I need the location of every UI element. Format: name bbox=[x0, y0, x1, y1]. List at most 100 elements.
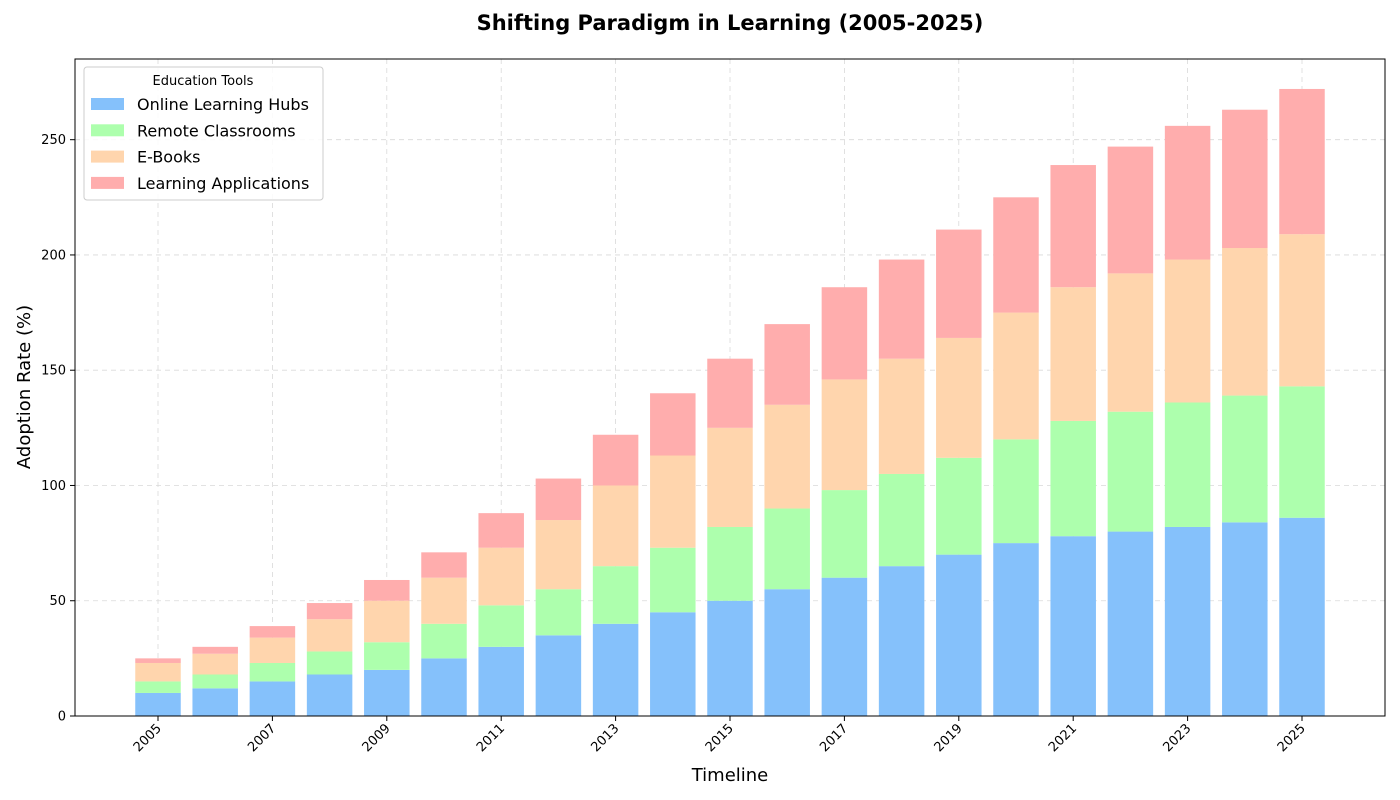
bar-segment bbox=[592, 434, 639, 486]
bar-segment bbox=[478, 513, 524, 548]
bar-segment bbox=[421, 623, 467, 659]
bar-segment bbox=[1164, 402, 1211, 527]
bar-segment bbox=[249, 637, 296, 663]
bar-segment bbox=[1164, 526, 1211, 716]
bar-segment bbox=[421, 658, 467, 716]
bar-segment bbox=[249, 681, 296, 716]
y-tick-label: 0 bbox=[58, 710, 66, 725]
chart-title: Shifting Paradigm in Learning (2005-2025… bbox=[477, 11, 984, 35]
legend-label: Remote Classrooms bbox=[137, 121, 296, 140]
bar-segment bbox=[306, 651, 353, 675]
bar-segment bbox=[707, 427, 753, 527]
bar-segment bbox=[764, 508, 810, 590]
bar-segment bbox=[592, 485, 639, 567]
x-tick-label: 2025 bbox=[1275, 721, 1309, 755]
bar-segment bbox=[936, 554, 982, 716]
bar-segment bbox=[821, 490, 868, 578]
y-axis-ticks: 0 50 100 150 200 250 bbox=[41, 133, 75, 725]
bar-segment bbox=[878, 259, 925, 359]
bar-segment bbox=[192, 646, 238, 654]
bar-segment bbox=[249, 662, 296, 682]
bar-segment bbox=[421, 552, 467, 578]
bar-segment bbox=[1107, 273, 1154, 412]
bar-segment bbox=[478, 646, 524, 716]
y-tick-label: 100 bbox=[41, 479, 66, 494]
bar-segment bbox=[650, 547, 696, 613]
y-axis-label: Adoption Rate (%) bbox=[14, 305, 35, 469]
y-tick-label: 150 bbox=[41, 364, 66, 379]
bar-segment bbox=[192, 688, 238, 716]
x-tick-label: 2009 bbox=[360, 721, 394, 755]
bar-segment bbox=[821, 379, 868, 491]
bar-segment bbox=[1279, 88, 1325, 235]
bar-segment bbox=[306, 619, 353, 652]
bar-segment bbox=[650, 393, 696, 456]
bar-segment bbox=[364, 600, 410, 643]
legend-label: Learning Applications bbox=[137, 174, 309, 193]
bar-segment bbox=[821, 577, 868, 716]
bar-segment bbox=[1222, 109, 1268, 249]
x-tick-label: 2015 bbox=[703, 721, 737, 755]
bar-segment bbox=[764, 404, 810, 509]
bar-segment bbox=[535, 589, 582, 636]
bar-segment bbox=[993, 439, 1039, 544]
bar-segment bbox=[535, 478, 582, 521]
bar-segment bbox=[1107, 531, 1154, 716]
bar-segment bbox=[1279, 234, 1325, 387]
x-tick-label: 2017 bbox=[817, 721, 851, 755]
bar-segment bbox=[1107, 411, 1154, 532]
bar-segment bbox=[936, 229, 982, 338]
bar-segment bbox=[1222, 522, 1268, 716]
bar-segment bbox=[993, 543, 1039, 716]
x-tick-label: 2023 bbox=[1160, 721, 1194, 755]
bar-segment bbox=[878, 473, 925, 567]
bar-segment bbox=[764, 324, 810, 405]
x-tick-label: 2011 bbox=[474, 721, 508, 755]
bar-segment bbox=[478, 547, 524, 606]
legend-label: Online Learning Hubs bbox=[137, 95, 309, 114]
legend-label: E-Books bbox=[137, 148, 200, 167]
bar-segment bbox=[135, 658, 181, 663]
bar-segment bbox=[364, 642, 410, 670]
x-tick-label: 2007 bbox=[245, 721, 279, 755]
bar-segment bbox=[650, 455, 696, 548]
bar-segment bbox=[1050, 287, 1096, 421]
bar-segment bbox=[1107, 146, 1154, 274]
bar-segment bbox=[707, 600, 753, 716]
bar-segment bbox=[306, 674, 353, 716]
bars bbox=[135, 88, 1325, 716]
bar-segment bbox=[650, 612, 696, 716]
bar-segment bbox=[592, 566, 639, 624]
bar-segment bbox=[592, 623, 639, 716]
bar-segment bbox=[535, 520, 582, 590]
bar-segment bbox=[936, 457, 982, 555]
legend-title: Education Tools bbox=[153, 74, 254, 89]
bar-segment bbox=[364, 579, 410, 601]
bar-segment bbox=[192, 653, 238, 675]
bar-segment bbox=[535, 635, 582, 716]
bar-segment bbox=[707, 358, 753, 428]
legend-box bbox=[83, 66, 324, 201]
bar-segment bbox=[135, 662, 181, 682]
bar-segment bbox=[993, 197, 1039, 313]
x-tick-label: 2019 bbox=[932, 721, 966, 755]
legend-swatch bbox=[91, 98, 124, 110]
bar-segment bbox=[1050, 536, 1096, 716]
bar-segment bbox=[764, 589, 810, 716]
bar-segment bbox=[421, 577, 467, 624]
bar-segment bbox=[1222, 248, 1268, 396]
bar-segment bbox=[135, 681, 181, 693]
bar-segment bbox=[192, 674, 238, 689]
bar-segment bbox=[135, 692, 181, 716]
y-tick-label: 250 bbox=[41, 133, 66, 148]
bar-segment bbox=[306, 603, 353, 620]
x-axis-ticks: 2005 2007 2009 2011 2013 2015 2017 2019 2021 2023… bbox=[131, 716, 1309, 755]
legend-swatch bbox=[91, 124, 124, 137]
bar-segment bbox=[1050, 420, 1096, 537]
bar-segment bbox=[1164, 125, 1211, 260]
legend-swatch bbox=[91, 176, 124, 189]
y-tick-label: 200 bbox=[41, 248, 66, 263]
bar-segment bbox=[878, 358, 925, 474]
bar-segment bbox=[936, 337, 982, 458]
